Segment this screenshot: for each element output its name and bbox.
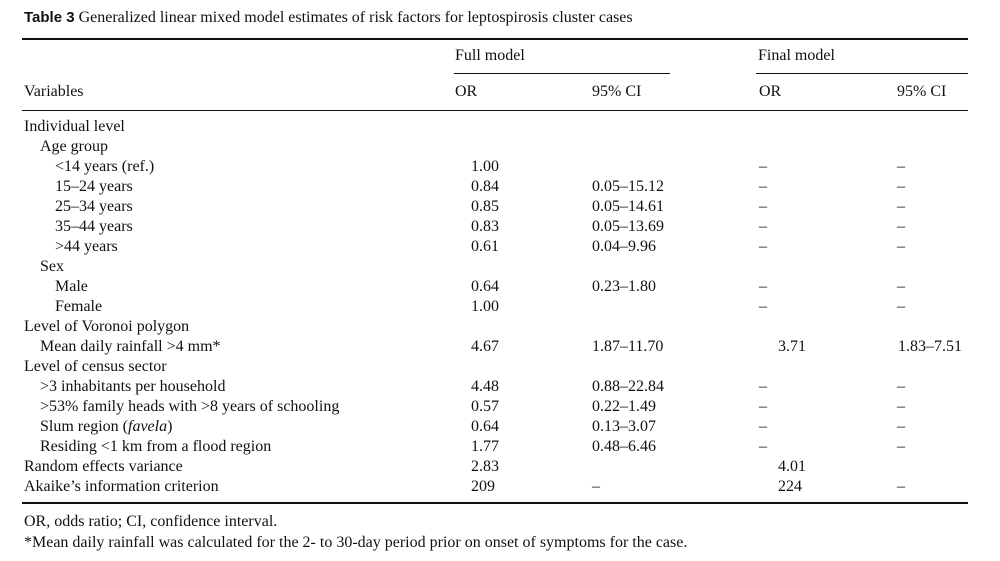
ci-final-header: 95% CI [897, 83, 947, 100]
row-label: Residing <1 km from a flood region [40, 438, 272, 455]
ci-full-cell: 0.05–13.69 [592, 218, 664, 235]
row-label: Level of census sector [24, 358, 167, 375]
ci-full-cell: 0.48–6.46 [592, 438, 656, 455]
ci-final-cell: – [897, 158, 905, 175]
ci-final-cell: – [897, 438, 905, 455]
ci-full-cell: 0.23–1.80 [592, 278, 656, 295]
ci-final-cell: – [897, 478, 905, 495]
row-label: Age group [40, 138, 108, 155]
ci-final-cell: – [897, 238, 905, 255]
ci-full-cell: 1.87–11.70 [592, 338, 664, 355]
or-full-cell: 0.64 [471, 418, 499, 435]
row-label: Individual level [24, 118, 125, 135]
ci-final-cell: 1.83–7.51 [898, 338, 962, 355]
or-full-cell: 0.84 [471, 178, 499, 195]
or-final-cell: 224 [778, 478, 802, 495]
or-full-cell: 209 [471, 478, 495, 495]
ci-final-cell: – [897, 298, 905, 315]
ci-final-cell: – [897, 378, 905, 395]
or-final-header: OR [759, 83, 782, 100]
ci-full-cell: 0.04–9.96 [592, 238, 656, 255]
footnote-rainfall: *Mean daily rainfall was calculated for … [24, 534, 688, 551]
or-final-cell: – [759, 238, 767, 255]
full-model-rule [454, 73, 670, 74]
row-label: <14 years (ref.) [55, 158, 155, 175]
or-full-cell: 0.83 [471, 218, 499, 235]
ci-full-cell: 0.88–22.84 [592, 378, 664, 395]
or-final-cell: – [759, 418, 767, 435]
row-label: Mean daily rainfall >4 mm* [40, 338, 221, 355]
or-final-cell: – [759, 158, 767, 175]
full-model-header: Full model [455, 47, 525, 64]
or-final-cell: – [759, 178, 767, 195]
row-label: Male [55, 278, 88, 295]
header-rule [22, 110, 968, 111]
row-label: Female [55, 298, 103, 315]
or-full-cell: 4.67 [471, 338, 499, 355]
row-label: 15–24 years [55, 178, 133, 195]
or-final-cell: – [759, 298, 767, 315]
ci-final-cell: – [897, 198, 905, 215]
row-label: 25–34 years [55, 198, 133, 215]
ci-full-cell: – [592, 478, 600, 495]
table-title: Generalized linear mixed model estimates… [78, 9, 633, 26]
or-final-cell: – [759, 198, 767, 215]
final-model-header: Final model [758, 47, 835, 64]
or-final-cell: – [759, 218, 767, 235]
or-full-cell: 4.48 [471, 378, 499, 395]
row-label: Random effects variance [24, 458, 183, 475]
or-full-header: OR [455, 83, 478, 100]
ci-final-cell: – [897, 398, 905, 415]
ci-final-cell: – [897, 178, 905, 195]
ci-full-header: 95% CI [592, 83, 642, 100]
or-full-cell: 2.83 [471, 458, 499, 475]
row-label: Level of Voronoi polygon [24, 318, 190, 335]
or-full-cell: 1.00 [471, 298, 499, 315]
table-caption: Table 3 Generalized linear mixed model e… [24, 9, 633, 27]
or-full-cell: 1.00 [471, 158, 499, 175]
final-model-rule [756, 73, 968, 74]
or-full-cell: 0.64 [471, 278, 499, 295]
row-label: >44 years [55, 238, 118, 255]
or-final-cell: – [759, 438, 767, 455]
or-full-cell: 0.57 [471, 398, 499, 415]
ci-full-cell: 0.05–15.12 [592, 178, 664, 195]
table-number: Table 3 [24, 9, 75, 26]
or-final-cell: 3.71 [778, 338, 806, 355]
or-full-cell: 0.85 [471, 198, 499, 215]
or-full-cell: 0.61 [471, 238, 499, 255]
row-label: Sex [40, 258, 64, 275]
or-final-cell: 4.01 [778, 458, 806, 475]
variables-header: Variables [24, 83, 84, 100]
top-rule [22, 38, 968, 40]
ci-final-cell: – [897, 278, 905, 295]
ci-full-cell: 0.13–3.07 [592, 418, 656, 435]
row-label: Akaike’s information criterion [24, 478, 219, 495]
or-final-cell: – [759, 378, 767, 395]
bottom-rule [22, 502, 968, 504]
row-label: 35–44 years [55, 218, 133, 235]
row-label: >3 inhabitants per household [40, 378, 226, 395]
or-final-cell: – [759, 398, 767, 415]
or-full-cell: 1.77 [471, 438, 499, 455]
row-label: >53% family heads with >8 years of schoo… [40, 398, 340, 415]
ci-full-cell: 0.22–1.49 [592, 398, 656, 415]
or-final-cell: – [759, 278, 767, 295]
ci-final-cell: – [897, 218, 905, 235]
ci-final-cell: – [897, 418, 905, 435]
row-label: Slum region (favela) [40, 418, 173, 435]
footnote-abbreviations: OR, odds ratio; CI, confidence interval. [24, 513, 278, 530]
ci-full-cell: 0.05–14.61 [592, 198, 664, 215]
